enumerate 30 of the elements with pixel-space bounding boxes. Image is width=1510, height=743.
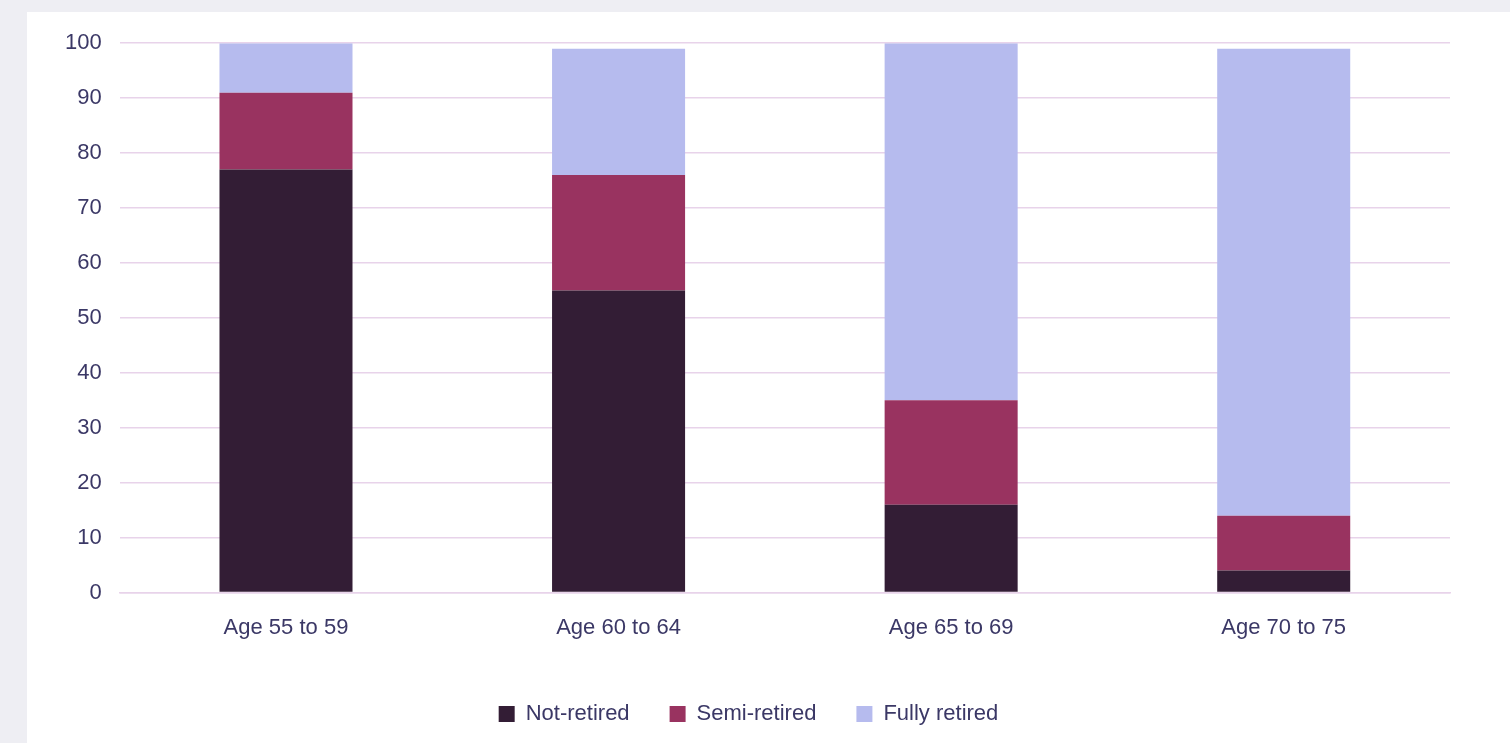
y-tick-label: 30 [77, 413, 102, 439]
y-tick-label: 20 [77, 468, 102, 494]
bar [884, 43, 1018, 401]
bar [219, 169, 353, 592]
bar [1217, 570, 1351, 592]
legend-label: Fully retired [883, 700, 999, 726]
bar [219, 43, 353, 93]
bar [552, 290, 686, 592]
legend-label: Not-retired [525, 700, 630, 726]
x-tick-label: Age 55 to 59 [223, 613, 349, 639]
y-tick-label: 80 [77, 139, 102, 165]
y-tick-label: 0 [89, 578, 102, 604]
y-tick-label: 60 [77, 249, 102, 275]
legend-label: Semi-retired [696, 700, 817, 726]
bar [884, 400, 1018, 505]
x-tick-label: Age 70 to 75 [1221, 613, 1347, 639]
bar [552, 48, 686, 176]
y-tick-label: 70 [77, 194, 102, 220]
bar [884, 504, 1018, 592]
y-tick-label: 100 [64, 29, 102, 55]
y-tick-label: 50 [77, 303, 102, 329]
bar [552, 175, 686, 291]
bar [1217, 48, 1351, 516]
x-tick-label: Age 60 to 64 [556, 613, 681, 639]
x-tick-label: Age 65 to 69 [888, 613, 1014, 639]
y-tick-label: 40 [77, 358, 102, 384]
y-tick-label: 90 [77, 84, 102, 110]
y-tick-label: 10 [77, 523, 102, 549]
bar [219, 92, 353, 170]
bar [1217, 515, 1351, 571]
